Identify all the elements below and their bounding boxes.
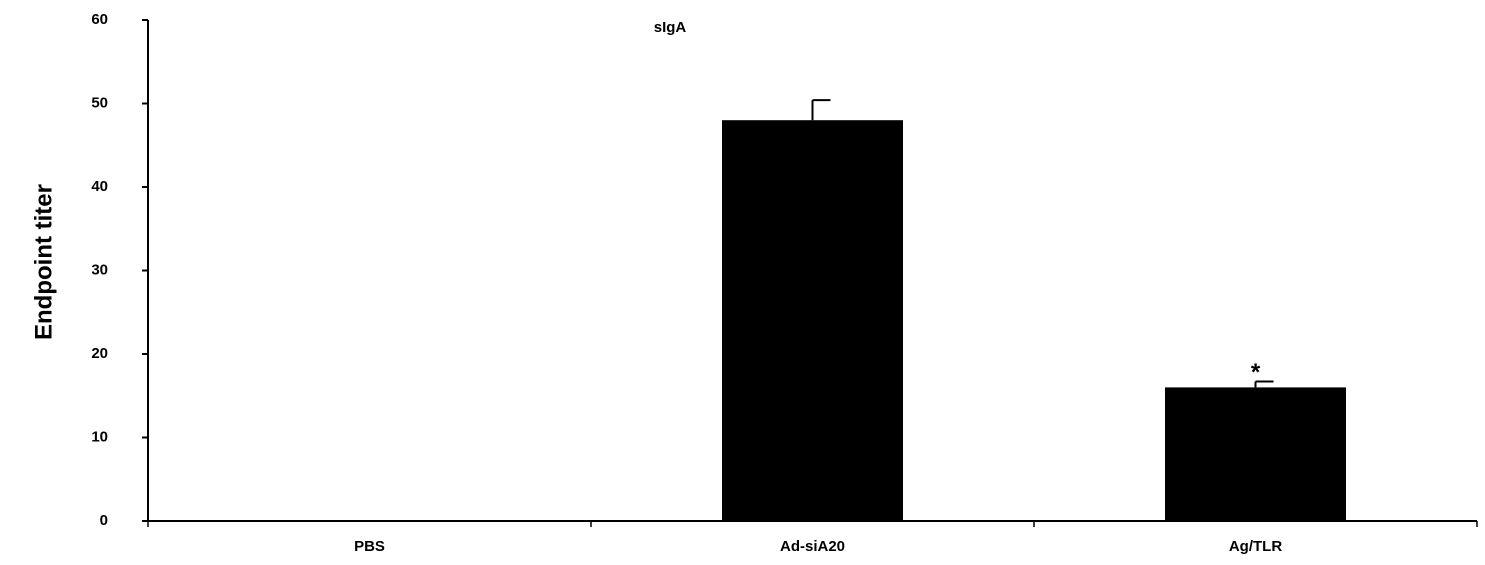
error-bar [811, 99, 831, 121]
y-tick-label: 60 [91, 11, 108, 28]
bar [1165, 387, 1346, 521]
annotation: * [1251, 359, 1261, 386]
y-tick-label: 10 [91, 428, 108, 445]
y-tick-label: 40 [91, 178, 108, 195]
y-tick-label: 30 [91, 261, 108, 278]
bar [722, 120, 903, 521]
y-tick-label: 0 [100, 512, 108, 529]
x-tick-label: Ad-siA20 [780, 538, 845, 555]
y-tick-label: 20 [91, 345, 108, 362]
chart-title: sIgA [654, 19, 687, 36]
x-tick-label: PBS [354, 538, 385, 555]
x-tick-label: Ag/TLR [1229, 538, 1282, 555]
y-axis-label: Endpoint titer [30, 184, 57, 340]
y-tick-label: 50 [91, 94, 108, 111]
error-bar [1254, 380, 1274, 388]
